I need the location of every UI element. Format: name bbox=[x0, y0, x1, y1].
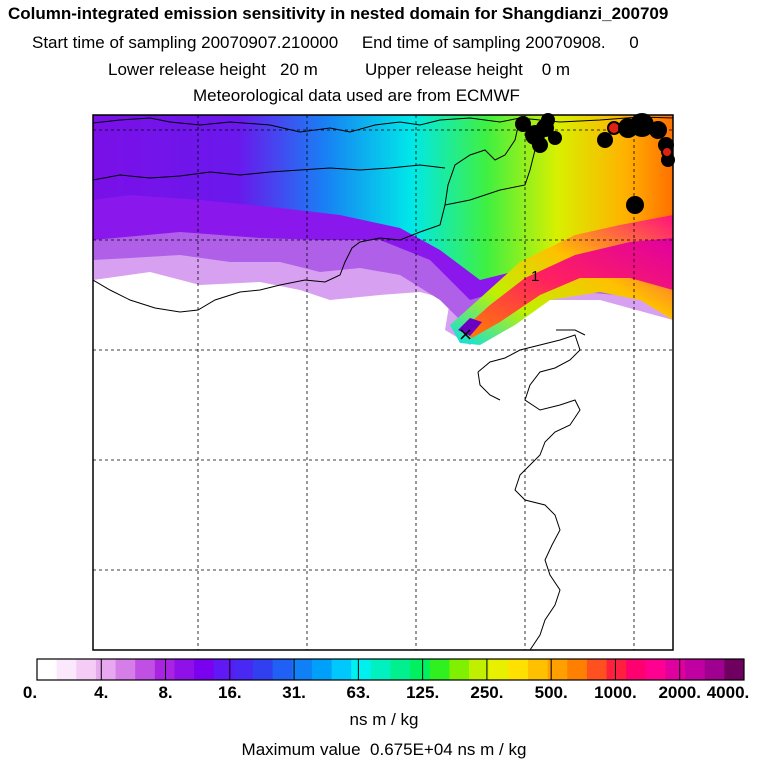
legend-color-swatch bbox=[351, 659, 372, 680]
legend-color-swatch bbox=[174, 659, 195, 680]
legend-color-swatch bbox=[665, 659, 686, 680]
legend-color-swatch bbox=[331, 659, 352, 680]
trajectory-cluster-markers bbox=[515, 113, 675, 214]
legend-color-swatch bbox=[311, 659, 333, 680]
legend-tick-label: 4000. bbox=[706, 683, 750, 702]
legend-color-swatch bbox=[370, 659, 391, 680]
legend-tick-label: 250. bbox=[470, 683, 504, 702]
chart-title: Column-integrated emission sensitivity i… bbox=[8, 4, 669, 23]
legend-color-swatch bbox=[606, 659, 627, 680]
legend-color-swatch bbox=[645, 659, 666, 680]
station-marker: × bbox=[458, 324, 473, 345]
legend-tick-label: 500. bbox=[534, 683, 568, 702]
legend-color-swatch bbox=[95, 659, 117, 680]
color-legend bbox=[37, 659, 745, 680]
legend-tick-label: 8. bbox=[158, 683, 173, 702]
sensitivity-field bbox=[93, 115, 673, 650]
legend-color-swatch bbox=[390, 659, 411, 680]
units-label: ns m / kg bbox=[349, 710, 419, 729]
met-data-text: Meteorological data used are from ECMWF bbox=[193, 86, 520, 105]
release-height-text: Lower release height 20 m Upper release … bbox=[108, 60, 571, 79]
legend-color-swatch bbox=[37, 659, 58, 680]
legend-color-swatch bbox=[56, 659, 77, 680]
sampling-time-text: Start time of sampling 20070907.210000 E… bbox=[32, 33, 639, 52]
legend-color-swatch bbox=[527, 659, 549, 680]
legend-tick-label: 2000. bbox=[658, 683, 701, 702]
legend-tick-label: 1000. bbox=[594, 683, 637, 702]
legend-color-swatch bbox=[154, 659, 175, 680]
legend-color-swatch bbox=[449, 659, 470, 680]
legend-color-swatch bbox=[76, 659, 97, 680]
plume-label: 1 bbox=[531, 268, 539, 285]
legend-color-swatch bbox=[586, 659, 608, 680]
color-legend-frame bbox=[36, 658, 745, 681]
legend-color-swatch bbox=[233, 659, 254, 680]
max-value-label: Maximum value 0.675E+04 ns m / kg bbox=[241, 740, 527, 759]
lat-lon-grid bbox=[93, 115, 673, 650]
legend-color-swatch bbox=[272, 659, 293, 680]
legend-color-swatch bbox=[547, 659, 568, 680]
legend-color-swatch bbox=[567, 659, 588, 680]
legend-color-swatch bbox=[508, 659, 529, 680]
legend-tick-label: 31. bbox=[282, 683, 306, 702]
legend-tick-label: 0. bbox=[22, 683, 38, 702]
legend-color-swatch bbox=[115, 659, 136, 680]
legend-color-swatch bbox=[469, 659, 490, 680]
legend-color-swatch bbox=[724, 659, 745, 680]
legend-color-swatch bbox=[135, 659, 156, 680]
legend-color-swatch bbox=[253, 659, 274, 680]
legend-color-swatch bbox=[429, 659, 450, 680]
legend-color-swatch bbox=[488, 659, 509, 680]
legend-color-swatch bbox=[292, 659, 313, 680]
legend-tick-label: 63. bbox=[346, 683, 371, 702]
legend-color-swatch bbox=[704, 659, 725, 680]
legend-color-swatch bbox=[410, 659, 431, 680]
legend-color-swatch bbox=[626, 659, 647, 680]
legend-color-swatch bbox=[685, 659, 706, 680]
map-frame bbox=[92, 114, 674, 651]
legend-color-swatch bbox=[194, 659, 215, 680]
legend-tick-label: 125. bbox=[406, 683, 440, 702]
legend-color-swatch bbox=[213, 659, 234, 680]
legend-tick-label: 16. bbox=[217, 683, 242, 702]
legend-tick-label: 4. bbox=[94, 683, 109, 702]
